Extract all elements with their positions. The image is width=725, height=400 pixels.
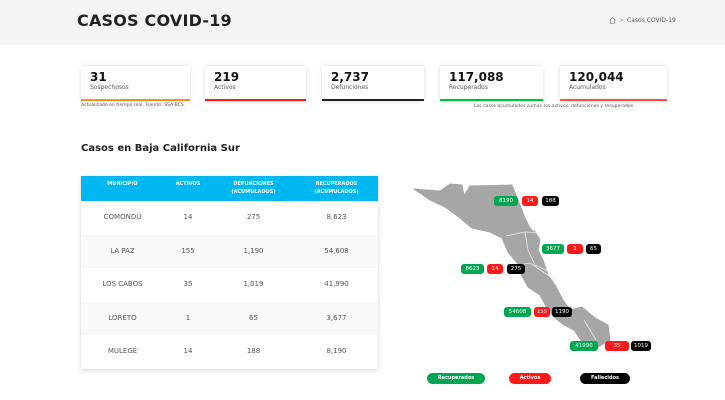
cell-defunciones: 188 xyxy=(246,347,261,356)
marker-fallecidos: 1190 xyxy=(552,307,572,317)
stat-label: Recuperados xyxy=(449,84,488,91)
marker-activos: 155 xyxy=(534,307,550,317)
stat-underline xyxy=(440,99,543,101)
marker-recuperados: 41990 xyxy=(570,341,598,351)
stat-underline xyxy=(81,99,190,101)
stat-value: 219 xyxy=(214,70,240,84)
cell-recuperados: 8,190 xyxy=(326,347,347,356)
stat-underline xyxy=(205,99,306,101)
cell-defunciones: 1,190 xyxy=(243,246,264,255)
cell-recuperados: 54,608 xyxy=(324,246,349,255)
stat-value: 117,088 xyxy=(449,70,504,84)
marker-fallecidos: 275 xyxy=(507,264,525,274)
cell-defunciones: 65 xyxy=(249,313,258,322)
source-note: Actualizado en tiempo real. Fuente: SSA-… xyxy=(81,103,186,108)
legend-activos: Activos xyxy=(509,373,551,384)
stat-defunciones: 2,737 Defunciones xyxy=(322,66,424,101)
page-header: CASOS COVID-19 > Casos COVID-19 xyxy=(0,0,725,45)
marker-recuperados: 8623 xyxy=(461,264,484,274)
marker-activos: 14 xyxy=(487,264,503,274)
stat-label: Acumulados xyxy=(569,84,606,91)
column-header-municipio: MUNICIPIO xyxy=(107,181,138,187)
cell-activos: 14 xyxy=(183,213,193,221)
cell-municipio: MULEGÉ xyxy=(107,347,138,356)
legend-recuperados: Recuperados xyxy=(427,373,485,384)
cell-activos: 155 xyxy=(181,246,195,255)
stat-activos: 219 Activos xyxy=(205,66,306,101)
accumulated-note: Los casos acumulados suman los activos, … xyxy=(474,104,635,109)
stat-label: Sospechosos xyxy=(90,84,129,91)
marker-activos: 1 xyxy=(567,244,583,254)
table-row: LORETO 1 65 3,677 xyxy=(81,301,378,336)
cell-defunciones: 1,019 xyxy=(243,280,264,289)
column-header-recuperados: RECUPERADOS (ACUMULADOS) xyxy=(314,181,359,195)
marker-activos: 14 xyxy=(522,196,538,206)
home-icon[interactable] xyxy=(609,17,616,24)
marker-fallecidos: 188 xyxy=(542,196,559,206)
stat-label: Defunciones xyxy=(331,84,369,91)
table-row: COMONDÚ 14 275 8,623 xyxy=(81,201,378,235)
cell-activos: 14 xyxy=(183,347,193,356)
stat-recuperados: 117,088 Recuperados xyxy=(440,66,543,101)
marker-recuperados: 8190 xyxy=(494,196,518,206)
cell-recuperados: 8,623 xyxy=(326,213,347,221)
cell-municipio: LA PAZ xyxy=(110,246,135,255)
cell-municipio: COMONDÚ xyxy=(103,213,142,221)
cases-table: MUNICIPIO ACTIVOS DEFUNCIONES (ACUMULADOS… xyxy=(81,176,378,369)
cell-municipio: LORETO xyxy=(108,313,137,322)
stat-acumulados: 120,044 Acumulados xyxy=(560,66,667,101)
bcs-map: 8190 14 188 3677 1 65 8623 14 275 54608 … xyxy=(400,170,660,360)
marker-fallecidos: 65 xyxy=(586,244,601,254)
marker-recuperados: 3677 xyxy=(542,244,564,254)
stat-value: 120,044 xyxy=(569,70,624,84)
stat-value: 31 xyxy=(90,70,107,84)
cell-defunciones: 275 xyxy=(246,213,261,221)
legend-fallecidos: Fallecidos xyxy=(580,373,630,384)
table-row: LOS CABOS 35 1,019 41,990 xyxy=(81,268,378,302)
marker-recuperados: 54608 xyxy=(504,307,531,317)
stat-label: Activos xyxy=(214,84,236,91)
stat-sospechosos: 31 Sospechosos xyxy=(81,66,190,101)
breadcrumb-separator: > xyxy=(619,17,625,24)
table-row: LA PAZ 155 1,190 54,608 xyxy=(81,234,378,269)
cell-activos: 35 xyxy=(183,280,193,289)
cell-activos: 1 xyxy=(185,313,191,322)
table-row: MULEGÉ 14 188 8,190 xyxy=(81,335,378,369)
section-title: Casos en Baja California Sur xyxy=(81,143,240,154)
stat-value: 2,737 xyxy=(331,70,369,84)
breadcrumb-current: Casos COVID-19 xyxy=(627,17,676,24)
breadcrumb: > Casos COVID-19 xyxy=(609,17,676,24)
marker-activos: 35 xyxy=(605,341,629,351)
cell-recuperados: 3,677 xyxy=(326,313,347,322)
column-header-defunciones: DEFUNCIONES (ACUMULADOS) xyxy=(231,181,276,195)
page-title: CASOS COVID-19 xyxy=(77,11,232,30)
stat-underline xyxy=(322,99,424,101)
table-header: MUNICIPIO ACTIVOS DEFUNCIONES (ACUMULADOS… xyxy=(81,176,378,201)
cell-recuperados: 41,990 xyxy=(324,280,349,289)
stat-underline xyxy=(560,99,667,101)
column-header-activos: ACTIVOS xyxy=(175,181,201,187)
marker-fallecidos: 1019 xyxy=(631,341,651,351)
cell-municipio: LOS CABOS xyxy=(102,280,143,289)
